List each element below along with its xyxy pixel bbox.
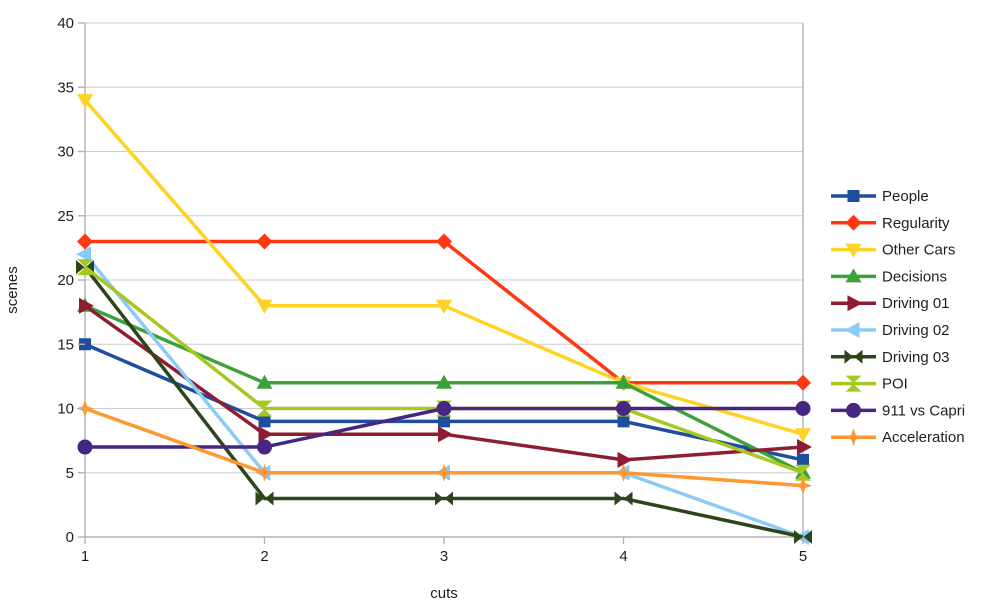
y-tick-label: 40 — [57, 15, 74, 32]
x-tick-label: 2 — [260, 548, 268, 565]
marker-driving-03-x3 — [435, 491, 453, 506]
series-layer — [76, 94, 812, 545]
series-line-poi — [83, 265, 804, 475]
marker-911-vs-capri-x4 — [616, 401, 631, 416]
marker-other-cars-x1 — [77, 94, 93, 109]
marker-other-cars-x3 — [436, 299, 452, 314]
marker-regularity-x3 — [436, 233, 452, 250]
legend-label-other-cars: Other Cars — [882, 242, 955, 259]
marker-people-x4 — [617, 415, 630, 428]
legend-label-acceleration: Acceleration — [882, 429, 965, 446]
legend-marker-triangle-right-icon — [847, 295, 863, 312]
legend-item-regularity: Regularity — [831, 214, 950, 232]
y-tick-label: 25 — [57, 208, 74, 225]
marker-driving-01-x1 — [79, 297, 94, 314]
y-tick-label: 0 — [66, 529, 74, 546]
x-tick-label: 5 — [799, 548, 807, 565]
x-tick-label: 4 — [619, 548, 627, 565]
legend-marker-triangle-down-icon — [845, 243, 862, 258]
marker-regularity-x5 — [795, 374, 811, 391]
marker-poi-x2 — [256, 400, 273, 417]
marker-acceleration-x2 — [255, 463, 274, 482]
legend-marker-square-icon — [847, 190, 860, 202]
legend-item-acceleration: Acceleration — [831, 428, 965, 447]
legend: People Regularity Other Cars Decisions Drivi… — [831, 188, 965, 447]
y-tick-label: 30 — [57, 144, 74, 161]
legend-label-911-vs-capri: 911 vs Capri — [882, 402, 965, 419]
legend-marker-circle-icon — [846, 402, 861, 418]
legend-item-other-cars: Other Cars — [831, 242, 955, 259]
legend-label-regularity: Regularity — [882, 215, 950, 232]
y-tick-label: 35 — [57, 79, 74, 96]
marker-people-x2 — [258, 415, 271, 428]
marker-driving-01-x5 — [797, 439, 812, 456]
marker-decisions-x3 — [436, 374, 452, 389]
series-line-driving-02 — [83, 253, 804, 539]
marker-regularity-x2 — [256, 233, 273, 250]
marker-911-vs-capri-x5 — [795, 401, 811, 416]
marker-911-vs-capri-x3 — [436, 401, 452, 416]
marker-regularity-x1 — [77, 233, 93, 250]
marker-other-cars-x2 — [256, 299, 273, 314]
marker-driving-03-x1 — [76, 260, 94, 275]
legend-label-decisions: Decisions — [882, 268, 947, 285]
legend-label-driving-03: Driving 03 — [882, 349, 950, 366]
legend-item-poi: POI — [831, 375, 908, 393]
legend-label-poi: POI — [882, 376, 908, 393]
series-line-driving-03 — [83, 266, 804, 539]
legend-marker-triangle-up-icon — [845, 268, 862, 283]
marker-people-x3 — [438, 415, 450, 428]
legend-item-decisions: Decisions — [831, 268, 947, 285]
legend-item-driving-02: Driving 02 — [831, 322, 950, 339]
y-axis-title: scenes — [4, 266, 21, 314]
legend-label-driving-02: Driving 02 — [882, 322, 950, 339]
legend-item-driving-03: Driving 03 — [831, 349, 950, 366]
marker-driving-03-x4 — [614, 491, 633, 506]
x-axis-title: cuts — [430, 585, 458, 602]
marker-decisions-x4 — [615, 374, 632, 389]
legend-label-people: People — [882, 188, 929, 205]
y-tick-label: 5 — [66, 465, 74, 482]
x-tick-label: 3 — [440, 548, 448, 565]
marker-acceleration-x5 — [794, 476, 812, 495]
legend-marker-triangle-left-icon — [844, 322, 860, 338]
marker-driving-01-x4 — [617, 451, 633, 468]
marker-driving-01-x2 — [258, 426, 274, 443]
marker-911-vs-capri-x1 — [77, 439, 93, 455]
marker-driving-02-x1 — [76, 246, 91, 263]
y-tick-label: 15 — [57, 336, 74, 353]
marker-people-x5 — [797, 453, 809, 466]
legend-marker-hourglass-icon — [845, 375, 862, 392]
legend-label-driving-01: Driving 01 — [882, 295, 950, 312]
marker-poi-x1 — [77, 259, 93, 276]
marker-driving-03-x2 — [255, 491, 274, 506]
axis-ticks-layer: 0 5 10 15 20 25 30 35 40 1 2 3 4 5 — [57, 15, 807, 565]
legend-marker-bowtie-icon — [844, 349, 863, 364]
marker-911-vs-capri-x2 — [257, 439, 272, 455]
legend-item-driving-01: Driving 01 — [831, 295, 950, 312]
marker-driving-03-x5 — [794, 530, 812, 544]
x-tick-label: 1 — [81, 548, 89, 565]
y-tick-label: 10 — [57, 401, 74, 418]
grid-layer — [84, 22, 804, 538]
marker-decisions-x2 — [256, 374, 273, 389]
marker-other-cars-x5 — [795, 428, 811, 443]
legend-item-911-vs-capri: 911 vs Capri — [831, 402, 965, 419]
y-tick-label: 20 — [57, 272, 74, 289]
legend-marker-diamond-icon — [845, 214, 862, 231]
marker-driving-01-x3 — [438, 426, 453, 443]
legend-marker-star-icon — [844, 428, 863, 447]
marker-acceleration-x3 — [435, 463, 453, 482]
marker-acceleration-x4 — [614, 463, 633, 482]
legend-item-people: People — [831, 188, 929, 205]
